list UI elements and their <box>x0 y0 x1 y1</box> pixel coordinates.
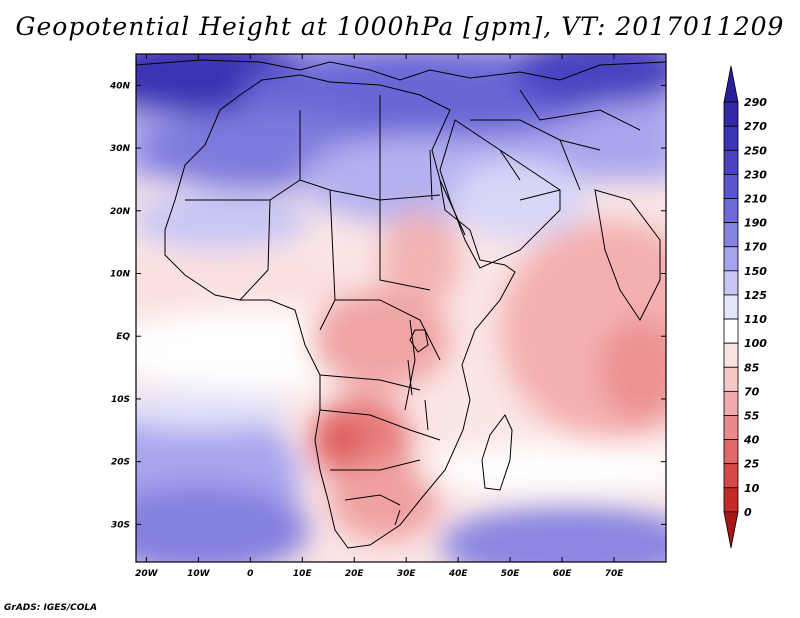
colorbar-swatch <box>723 149 739 175</box>
colorbar-swatch <box>723 222 739 248</box>
y-tick-label: 30S <box>111 520 130 530</box>
x-tick-label: 10W <box>187 569 211 579</box>
colorbar-label: 25 <box>744 458 760 471</box>
y-tick-label: 40N <box>109 81 131 91</box>
y-tick-label: 10S <box>111 395 130 405</box>
colorbar-label: 170 <box>744 241 767 254</box>
colorbar-label: 125 <box>744 289 767 302</box>
x-tick-label: 70E <box>605 569 625 579</box>
colorbar-swatch <box>723 174 739 199</box>
y-tick-label: 10N <box>110 270 131 280</box>
colorbar-label: 250 <box>744 144 767 157</box>
colorbar-label: 10 <box>744 482 760 495</box>
colorbar-label: 210 <box>744 193 767 206</box>
colorbar-swatch <box>723 415 739 440</box>
colorbar-swatch <box>723 198 739 224</box>
colorbar-swatch-top <box>723 65 739 103</box>
colorbar-label: 70 <box>744 385 760 398</box>
y-tick-label: 20S <box>111 458 130 468</box>
colorbar-swatch <box>723 366 739 392</box>
colorbar-label: 55 <box>744 409 760 422</box>
height-field <box>136 54 666 562</box>
colorbar-swatch <box>723 390 739 416</box>
x-tick-label: 30E <box>397 569 417 579</box>
colorbar-label: 230 <box>744 168 767 181</box>
colorbar-swatch <box>723 318 739 344</box>
y-tick-label: 30N <box>110 144 131 154</box>
y-axis: 40N 30N 20N 10N EQ 10S 20S 30S <box>109 81 666 530</box>
colorbar-label: 270 <box>744 120 767 133</box>
colorbar-swatch <box>723 101 739 127</box>
x-tick-label: 0 <box>247 569 253 579</box>
map-frame <box>135 53 667 563</box>
colorbar-swatch <box>723 439 739 465</box>
y-tick-label: 20N <box>110 207 131 217</box>
colorbar-swatch <box>723 294 739 320</box>
x-tick-label: 20E <box>345 569 365 579</box>
colorbar-label: 40 <box>743 434 760 447</box>
x-tick-label: 40E <box>448 569 469 579</box>
colorbar-swatch <box>723 342 739 368</box>
colorbar-label: 190 <box>744 217 767 230</box>
x-tick-label: 60E <box>553 569 573 579</box>
colorbar-swatch <box>723 270 739 296</box>
y-tick-label: EQ <box>116 332 130 342</box>
colorbar-label: 290 <box>744 96 767 109</box>
colorbar: 2902702502302101901701501251101008570554… <box>723 65 767 549</box>
coastlines <box>136 59 666 549</box>
colorbar-label: 110 <box>744 313 767 326</box>
colorbar-swatch <box>723 487 739 513</box>
colorbar-label: 150 <box>744 265 767 278</box>
x-tick-label: 10E <box>293 569 313 579</box>
x-tick-label: 50E <box>501 569 521 579</box>
colorbar-swatch <box>723 463 739 489</box>
colorbar-label: 85 <box>744 361 760 374</box>
credit-text: GrADS: IGES/COLA <box>4 603 98 613</box>
colorbar-label: 0 <box>744 506 752 519</box>
colorbar-label: 100 <box>744 337 767 350</box>
x-axis: 20W 10W 0 10E 20E 30E 40E 50E 60E 70E <box>135 54 624 579</box>
colorbar-swatch <box>723 125 739 151</box>
colorbar-swatch <box>723 246 739 272</box>
map-title: Geopotential Height at 1000hPa [gpm], VT… <box>15 12 785 41</box>
colorbar-swatch-bottom <box>723 511 739 549</box>
x-tick-label: 20W <box>135 569 159 579</box>
